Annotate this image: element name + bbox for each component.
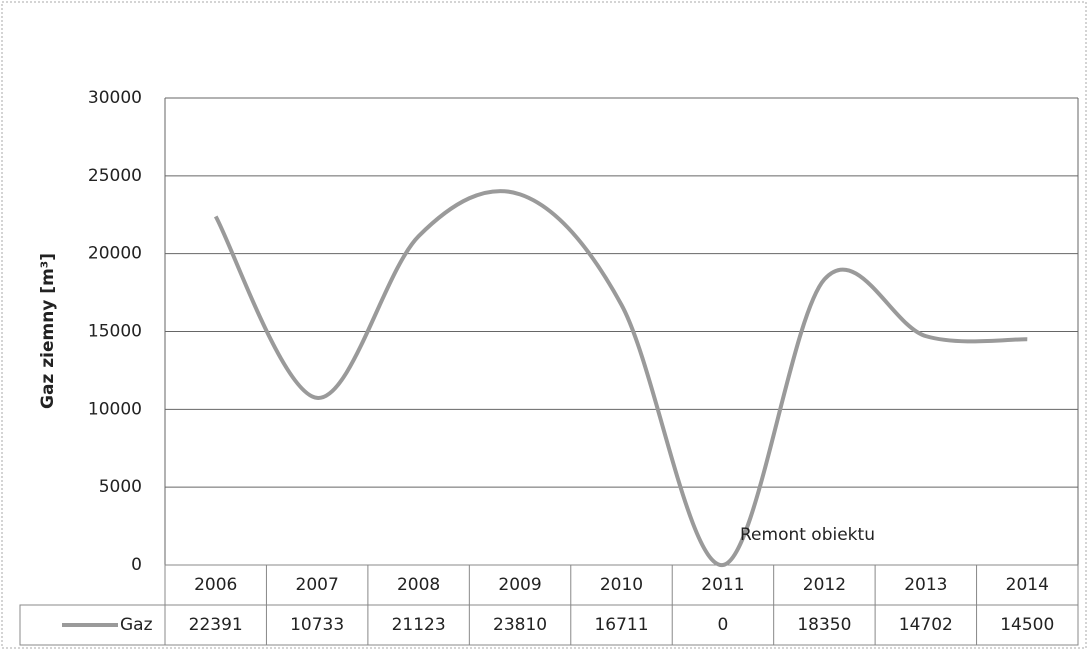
table-value: 18350 xyxy=(797,615,851,635)
y-tick-label: 25000 xyxy=(88,166,142,186)
table-value: 10733 xyxy=(290,615,344,635)
x-tick-label: 2009 xyxy=(498,575,541,595)
x-tick-label: 2007 xyxy=(296,575,339,595)
table-value: 23810 xyxy=(493,615,547,635)
x-tick-label: 2011 xyxy=(701,575,744,595)
y-tick-label: 0 xyxy=(131,555,142,575)
table-value: 22391 xyxy=(189,615,243,635)
legend-label: Gaz xyxy=(120,615,153,635)
series-line xyxy=(213,189,1028,567)
y-tick-label: 15000 xyxy=(88,322,142,342)
table-value: 21123 xyxy=(392,615,446,635)
annotation: Remont obiektu xyxy=(740,525,875,545)
x-tick-label: 2014 xyxy=(1006,575,1049,595)
y-tick-label: 10000 xyxy=(88,399,142,419)
x-tick-label: 2006 xyxy=(194,575,237,595)
y-axis-label: Gaz ziemny [m³] xyxy=(38,253,58,409)
table-value: 16711 xyxy=(594,615,648,635)
table-value: 14500 xyxy=(1000,615,1054,635)
x-tick-label: 2010 xyxy=(600,575,643,595)
x-tick-label: 2013 xyxy=(904,575,947,595)
y-tick-label: 30000 xyxy=(88,88,142,108)
table-value-row xyxy=(19,604,1079,646)
y-tick-label: 5000 xyxy=(99,477,142,497)
table-value: 0 xyxy=(718,615,729,635)
y-tick-label: 20000 xyxy=(88,244,142,264)
table-value: 14702 xyxy=(899,615,953,635)
x-tick-label: 2012 xyxy=(803,575,846,595)
x-tick-label: 2008 xyxy=(397,575,440,595)
